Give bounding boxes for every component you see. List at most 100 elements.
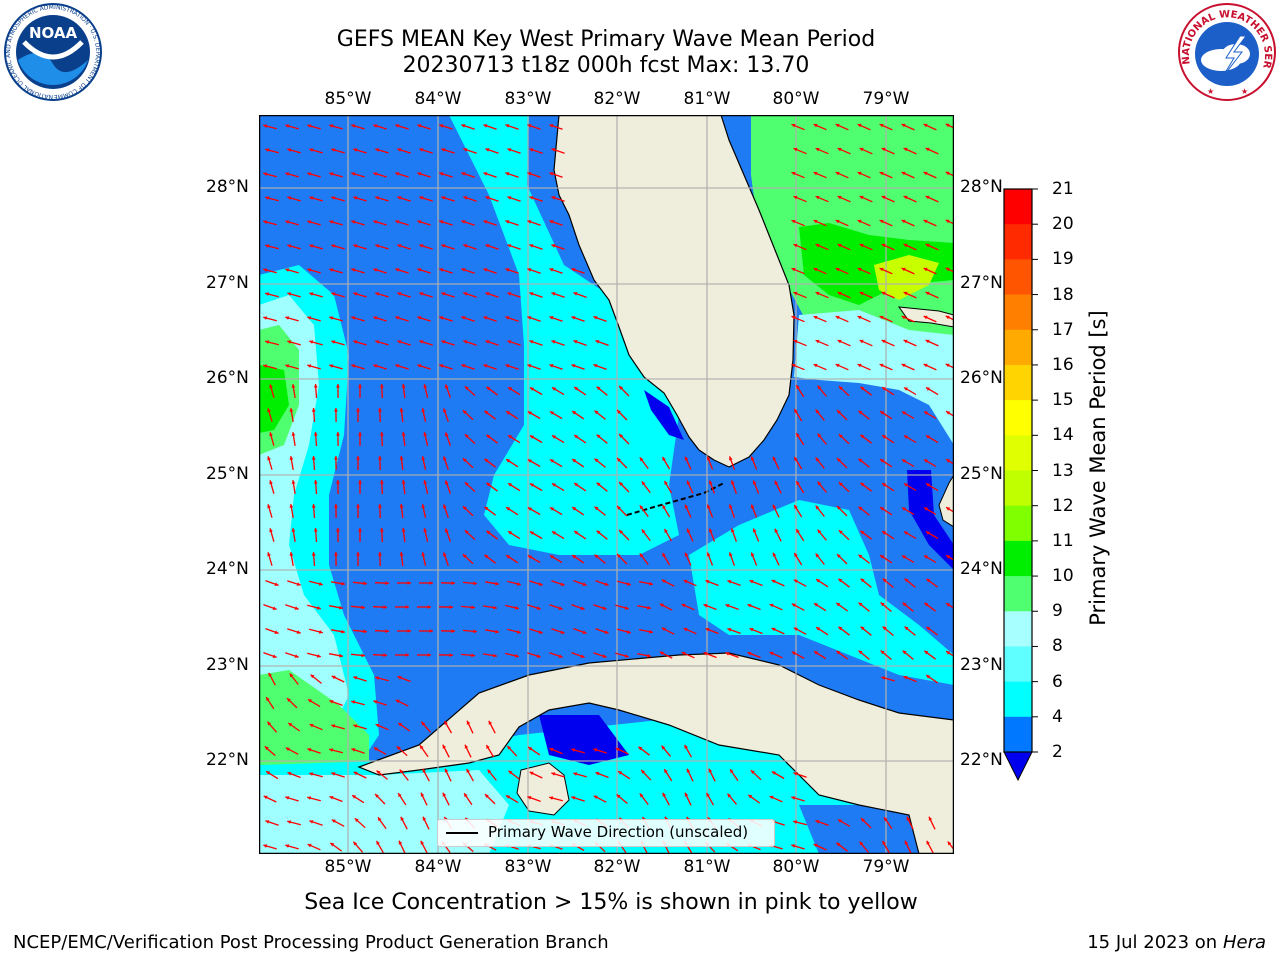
- direction-arrow-head: [263, 220, 268, 224]
- direction-arrow-head: [549, 124, 554, 128]
- direction-arrow-head: [923, 363, 928, 368]
- wave-period-map: [259, 115, 954, 854]
- direction-arrow-head: [880, 555, 885, 559]
- direction-arrow-head: [462, 506, 467, 510]
- direction-arrow-head: [377, 817, 382, 822]
- direction-arrow-head: [383, 653, 387, 658]
- direction-arrow-head: [514, 653, 519, 658]
- direction-arrow-head: [331, 340, 336, 344]
- direction-arrow-head: [549, 220, 554, 224]
- direction-arrow-head: [571, 316, 576, 320]
- direction-arrow-head: [659, 651, 664, 656]
- direction-arrow-head: [903, 339, 908, 344]
- direction-arrow-head: [358, 432, 362, 436]
- direction-arrow-head: [750, 770, 755, 774]
- direction-arrow-head: [945, 267, 950, 272]
- direction-arrow-head: [527, 172, 532, 176]
- direction-arrow-head: [395, 124, 400, 128]
- direction-arrow-head: [353, 340, 358, 344]
- direction-arrow-head: [439, 124, 444, 128]
- direction-arrow-head: [626, 582, 631, 586]
- direction-arrow-head: [860, 578, 865, 583]
- direction-arrow-head: [329, 220, 334, 224]
- direction-arrow-head: [837, 291, 842, 296]
- colorbar-segment: [1004, 189, 1032, 225]
- direction-arrow-head: [318, 582, 323, 586]
- direction-arrow-head: [596, 386, 601, 391]
- direction-arrow-head: [427, 605, 431, 609]
- direction-arrow-head: [329, 748, 334, 752]
- direction-arrow-head: [837, 195, 842, 200]
- colorbar-segment: [1004, 540, 1032, 577]
- direction-arrow-head: [879, 171, 884, 176]
- direction-arrow-head: [860, 386, 865, 391]
- direction-arrow-head: [495, 581, 499, 586]
- direction-arrow-head: [549, 268, 554, 272]
- direction-arrow-head: [449, 605, 453, 609]
- direction-arrow-head: [641, 481, 646, 486]
- direction-arrow-head: [772, 456, 777, 461]
- direction-arrow-head: [507, 244, 512, 248]
- direction-arrow-head: [793, 291, 798, 296]
- direction-arrow-head: [441, 244, 446, 248]
- direction-arrow-head: [858, 650, 863, 655]
- direction-arrow-head: [375, 723, 380, 728]
- direction-arrow-head: [339, 605, 343, 610]
- direction-arrow-head: [291, 432, 296, 436]
- direction-arrow-head: [838, 530, 843, 534]
- direction-arrow-head: [662, 792, 667, 797]
- direction-arrow-head: [484, 410, 489, 415]
- direction-arrow-head: [664, 769, 668, 774]
- direction-arrow-head: [395, 220, 400, 224]
- direction-arrow-head: [771, 771, 776, 775]
- direction-arrow-head: [376, 840, 380, 845]
- direction-arrow-head: [902, 507, 906, 511]
- direction-arrow-head: [285, 172, 290, 176]
- direction-arrow-head: [727, 580, 732, 584]
- direction-arrow-head: [464, 744, 469, 749]
- colorbar-segment: [1004, 435, 1032, 471]
- direction-arrow-head: [265, 148, 270, 152]
- direction-arrow-head: [881, 676, 886, 680]
- lon-label-bottom: 80°W: [772, 857, 820, 877]
- direction-arrow-head: [485, 148, 490, 152]
- direction-arrow-head: [486, 530, 491, 535]
- direction-arrow-head: [551, 772, 556, 776]
- direction-arrow-head: [684, 744, 688, 749]
- direction-arrow-head: [549, 796, 554, 800]
- direction-arrow-head: [351, 220, 356, 224]
- direction-arrow-head: [291, 480, 296, 484]
- direction-arrow-head: [451, 629, 455, 633]
- direction-arrow-head: [506, 795, 510, 799]
- direction-arrow-head: [596, 434, 601, 439]
- direction-arrow-head: [397, 148, 402, 152]
- direction-arrow-head: [923, 219, 928, 224]
- direction-arrow-head: [285, 747, 290, 751]
- direction-arrow-head: [884, 817, 888, 822]
- direction-arrow-head: [560, 630, 565, 634]
- direction-arrow-head: [506, 411, 511, 415]
- direction-arrow-head: [664, 528, 668, 533]
- direction-arrow-head: [617, 554, 621, 558]
- direction-arrow-head: [860, 434, 865, 439]
- direction-arrow-head: [529, 771, 534, 776]
- direction-arrow-head: [684, 456, 689, 461]
- direction-arrow-head: [794, 553, 798, 557]
- direction-arrow-head: [925, 243, 930, 248]
- direction-arrow-head: [574, 531, 579, 535]
- direction-arrow-head: [729, 504, 733, 509]
- direction-arrow-head: [923, 171, 928, 176]
- direction-arrow-head: [443, 552, 447, 557]
- direction-arrow-head: [351, 364, 356, 368]
- map-subtitle: 20230713 t18z 000h fcst Max: 13.70: [402, 53, 810, 78]
- direction-arrow-head: [858, 458, 863, 463]
- period-contour-below-2-east: [907, 470, 954, 570]
- direction-arrow-head: [813, 267, 818, 272]
- direction-arrow-head: [463, 148, 468, 152]
- direction-arrow-head: [750, 552, 755, 557]
- direction-arrow-head: [464, 482, 469, 486]
- direction-arrow-head: [441, 340, 446, 344]
- direction-arrow-head: [859, 339, 864, 344]
- direction-arrow-head: [331, 675, 336, 680]
- colorbar-tick-label: 21: [1052, 179, 1074, 199]
